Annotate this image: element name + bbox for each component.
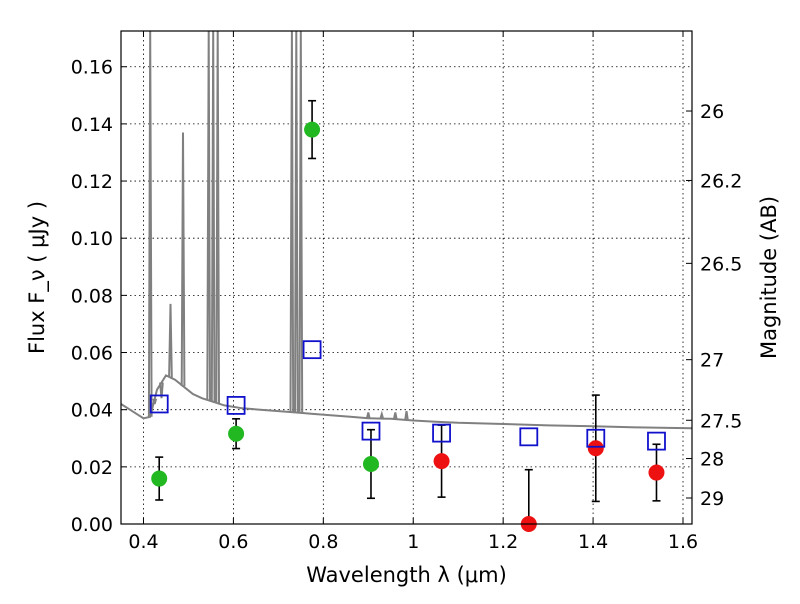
spectrum-emission-line bbox=[152, 398, 158, 405]
y2-tick-label: 26.2 bbox=[700, 170, 742, 192]
spectrum-emission-line bbox=[206, 30, 211, 401]
y-tick-label: 0.04 bbox=[71, 400, 113, 422]
data-point-detected bbox=[151, 470, 168, 487]
data-point-undetected bbox=[433, 453, 450, 470]
y-axis-label: Flux F_ν ( μJy ) bbox=[25, 201, 50, 354]
y-tick-label: 0.10 bbox=[71, 228, 113, 250]
x-tick-label: 0.6 bbox=[218, 531, 248, 553]
model-flux-square bbox=[226, 395, 246, 415]
spectrum-emission-line bbox=[180, 132, 186, 387]
data-point-undetected bbox=[587, 440, 604, 457]
data-point-undetected bbox=[648, 464, 665, 481]
y-tick-label: 0.16 bbox=[71, 57, 113, 79]
model-flux-square bbox=[586, 428, 606, 448]
model-flux-square bbox=[149, 394, 169, 414]
model-flux-square bbox=[432, 423, 451, 443]
y-tick-label: 0.14 bbox=[71, 114, 113, 136]
y2-tick-label: 27.5 bbox=[700, 410, 742, 432]
spectrum-emission-line bbox=[392, 412, 398, 420]
spectrum-continuum bbox=[120, 374, 693, 430]
x-tick-label: 1.2 bbox=[488, 531, 518, 553]
tick-layer: 0.4 0.6 0.8 1 1.2 1.4 1.6 0.00 0.02 0.04 0.06 0.08 0… bbox=[71, 31, 742, 553]
errorbar-layer bbox=[155, 99, 661, 525]
y2-tick-label: 29 bbox=[700, 488, 724, 510]
spectrum-emission-line bbox=[215, 30, 220, 404]
spectrum-emission-line bbox=[379, 410, 385, 419]
spectrum-emission-line bbox=[168, 303, 173, 378]
plot-frame bbox=[120, 30, 693, 525]
y2-tick-label: 27 bbox=[700, 350, 724, 372]
spectrum-emission-line bbox=[210, 30, 216, 402]
marker-layer bbox=[149, 121, 666, 532]
x-axis-label: Wavelength λ (μm) bbox=[306, 563, 507, 587]
model-flux-square bbox=[302, 340, 322, 360]
spectrum-emission-line bbox=[289, 30, 295, 413]
y-tick-label: 0.12 bbox=[71, 171, 113, 193]
y2-tick-label: 26 bbox=[700, 101, 724, 123]
model-flux-square bbox=[647, 431, 666, 451]
model-flux-square bbox=[519, 427, 539, 447]
x-tick-label: 1 bbox=[407, 531, 419, 553]
x-tick-label: 0.8 bbox=[308, 531, 338, 553]
spectrum-emission-line bbox=[365, 412, 371, 419]
y2-axis-label: Magnitude (AB) bbox=[757, 196, 781, 359]
spectrum-emission-line bbox=[294, 30, 299, 413]
x-tick-label: 1.6 bbox=[668, 531, 698, 553]
spectrum-emission-line bbox=[147, 30, 153, 417]
spectrum-emission-line bbox=[404, 410, 409, 421]
x-tick-label: 1.4 bbox=[578, 531, 608, 553]
model-flux-square bbox=[361, 421, 381, 441]
data-point-detected bbox=[362, 455, 379, 472]
spectrum-emission-line bbox=[298, 30, 304, 413]
spectrum-emission-line bbox=[159, 382, 164, 399]
spectrum-layer bbox=[120, 30, 693, 430]
grid-layer bbox=[121, 31, 692, 525]
data-point-detected bbox=[228, 425, 245, 442]
data-point-detected bbox=[304, 121, 321, 138]
y-tick-label: 0.06 bbox=[71, 343, 113, 365]
y-tick-label: 0.02 bbox=[71, 457, 113, 479]
y2-tick-label: 28 bbox=[700, 449, 724, 471]
y2-tick-label: 26.5 bbox=[700, 253, 742, 275]
y-tick-label: 0.00 bbox=[71, 514, 113, 536]
x-tick-label: 0.4 bbox=[128, 531, 158, 553]
y-tick-label: 0.08 bbox=[71, 285, 113, 307]
